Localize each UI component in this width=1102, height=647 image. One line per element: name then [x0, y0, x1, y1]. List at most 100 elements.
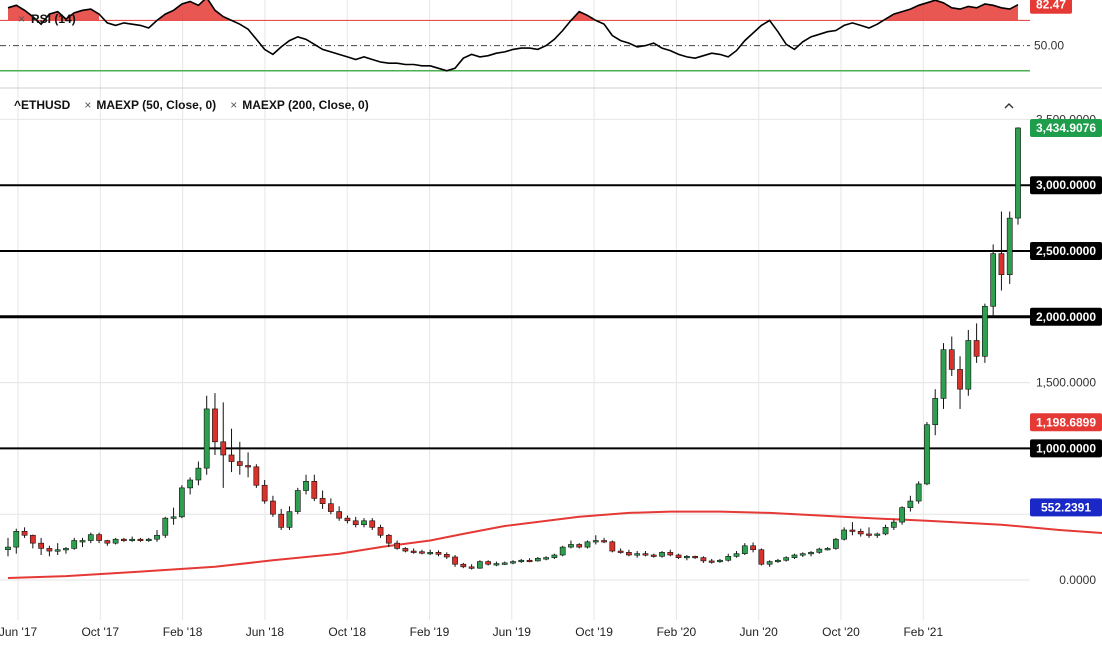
candle: [137, 537, 144, 542]
study-close-icon[interactable]: ×: [84, 98, 92, 112]
candle-body: [766, 561, 773, 565]
candle-body: [559, 546, 566, 556]
candle: [29, 534, 36, 549]
candle: [634, 551, 641, 558]
price-axis-label: 0.0000: [1059, 573, 1096, 587]
candle-body: [866, 533, 872, 536]
candle-body: [394, 542, 400, 549]
candle: [170, 507, 177, 525]
candle: [187, 477, 193, 495]
candle: [808, 551, 814, 557]
candle-body: [675, 554, 682, 558]
candle-body: [973, 340, 980, 357]
candle: [766, 560, 773, 567]
candle: [228, 428, 235, 473]
level-3000-badge: [1030, 176, 1102, 195]
study-ma200-label[interactable]: MAEXP (200, Close, 0): [242, 98, 369, 112]
candle-body: [195, 467, 202, 481]
candle: [485, 560, 492, 566]
candle-body: [791, 554, 798, 558]
candle: [783, 556, 790, 562]
candle-body: [5, 546, 11, 551]
rsi-overbought-fill: [885, 0, 1018, 21]
time-axis-label: Jun '19: [493, 625, 532, 639]
candle: [849, 522, 856, 536]
candle-body: [518, 559, 525, 563]
candle-body: [328, 503, 334, 512]
time-axis-label: Oct '18: [328, 625, 366, 639]
candle: [104, 539, 111, 546]
candle-body: [733, 553, 740, 557]
candle-body: [833, 538, 839, 549]
candle-body: [799, 553, 806, 556]
candle: [733, 551, 740, 558]
candle-body: [741, 545, 748, 554]
candle-body: [642, 553, 649, 556]
candle-body: [460, 563, 467, 568]
candle: [775, 558, 781, 563]
candle-body: [750, 545, 756, 551]
candle: [63, 547, 69, 554]
candle: [592, 535, 599, 545]
candle-body: [286, 511, 293, 528]
last-price-badge: [1030, 118, 1102, 137]
candle: [915, 481, 922, 504]
candle-body: [468, 566, 475, 569]
candle-body: [907, 500, 914, 508]
candle: [965, 329, 972, 396]
candle: [501, 561, 508, 565]
candle-body: [783, 557, 790, 561]
candle-body: [154, 534, 160, 540]
candle-body: [253, 466, 260, 486]
candle-body: [626, 552, 632, 556]
candle-body: [609, 541, 616, 552]
candle: [741, 543, 748, 555]
ma50-badge: [1030, 413, 1102, 432]
candle-body: [998, 253, 1005, 275]
candle-body: [634, 553, 641, 556]
candle: [303, 474, 309, 495]
candle: [427, 549, 434, 555]
candle: [245, 452, 251, 478]
study-close-icon[interactable]: ×: [230, 98, 238, 112]
level-1000-badge: [1030, 439, 1102, 458]
candle: [907, 495, 914, 512]
candle: [551, 553, 558, 559]
candle: [435, 550, 442, 557]
candle: [534, 556, 541, 562]
candle-body: [841, 529, 848, 540]
candle-body: [137, 538, 144, 542]
candle: [924, 422, 930, 486]
candlestick-series: [5, 127, 1021, 570]
candle: [932, 389, 939, 436]
candle-body: [29, 534, 36, 544]
candle: [568, 540, 574, 549]
candle-body: [857, 531, 864, 535]
candle-body: [924, 424, 930, 485]
candle-body: [568, 544, 574, 548]
chevron-up-icon[interactable]: [1004, 98, 1014, 113]
candle-body: [683, 556, 690, 559]
candle: [866, 527, 872, 538]
candle-body: [659, 552, 665, 557]
candle-body: [294, 490, 301, 512]
study-ma50-label[interactable]: MAEXP (50, Close, 0): [96, 98, 217, 112]
candle-body: [385, 534, 392, 544]
candle-body: [534, 557, 541, 562]
symbol-label[interactable]: ^ETHUSD: [14, 98, 71, 112]
level-2500-badge: [1030, 242, 1102, 260]
candle: [344, 515, 351, 524]
candle: [1015, 127, 1021, 225]
candle: [311, 474, 318, 502]
candle-body: [228, 454, 235, 462]
rsi-close-icon[interactable]: ×: [18, 12, 26, 26]
candle-body: [112, 538, 119, 544]
horizontal-levels: [0, 184, 1030, 450]
candle: [750, 542, 756, 553]
candle: [667, 549, 674, 557]
candle-body: [808, 552, 814, 555]
candle-body: [63, 548, 69, 551]
candle: [717, 558, 723, 563]
candle: [261, 479, 268, 504]
